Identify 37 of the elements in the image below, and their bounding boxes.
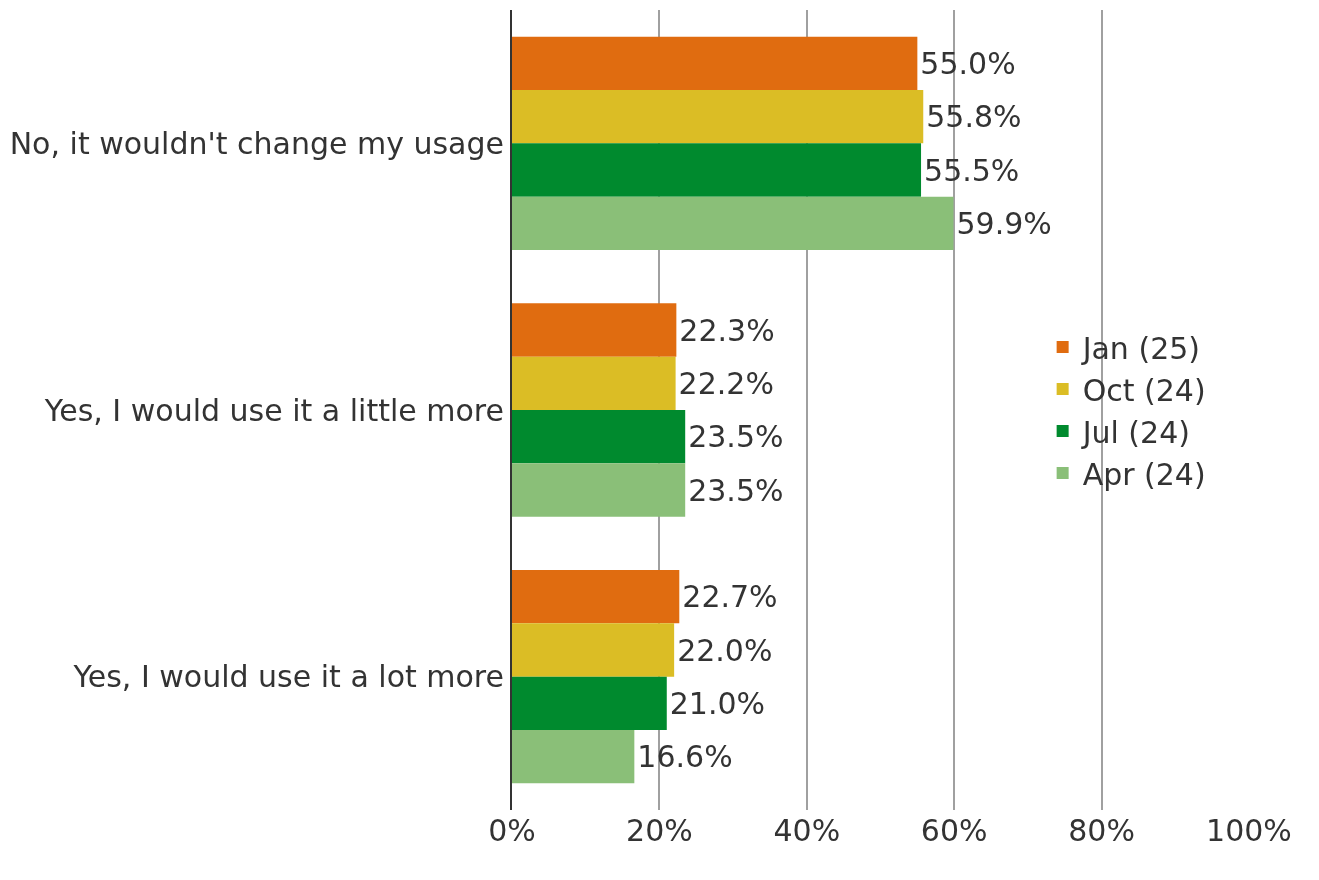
bar	[512, 90, 924, 144]
data-label: 23.5%	[688, 472, 784, 508]
x-tick-label: 100%	[1206, 813, 1292, 848]
data-label: 22.3%	[679, 312, 775, 348]
data-label: 55.0%	[920, 45, 1016, 81]
bar	[512, 36, 918, 90]
legend-label: Oct (24)	[1082, 372, 1206, 408]
data-label: 59.9%	[956, 205, 1052, 241]
bar	[512, 303, 677, 357]
data-label: 23.5%	[688, 419, 784, 455]
legend-label: Jul (24)	[1080, 414, 1190, 450]
bar	[512, 730, 635, 784]
data-label: 22.2%	[678, 365, 774, 401]
legend-label: Apr (24)	[1082, 456, 1206, 492]
data-label: 55.5%	[924, 152, 1020, 188]
bar	[512, 463, 686, 517]
x-tick-label: 80%	[1068, 813, 1135, 848]
legend-label: Jan (25)	[1080, 330, 1201, 366]
bar	[512, 143, 922, 197]
data-label: 22.7%	[682, 579, 778, 615]
data-label: 21.0%	[669, 685, 766, 721]
x-tick-label: 20%	[626, 813, 693, 848]
bar	[512, 410, 686, 464]
bar	[512, 676, 667, 730]
bar	[512, 570, 680, 624]
y-tick-label: Yes, I would use it a lot more	[72, 659, 504, 695]
bar	[512, 356, 676, 410]
y-tick-label: No, it wouldn't change my usage	[9, 125, 504, 161]
x-tick-label: 60%	[920, 813, 988, 848]
data-label: 22.0%	[677, 632, 773, 668]
x-tick-label: 0%	[488, 813, 536, 848]
y-tick-label: Yes, I would use it a little more	[43, 392, 504, 428]
bar	[512, 196, 954, 250]
data-label: 16.6%	[637, 739, 733, 775]
data-label: 55.8%	[926, 99, 1022, 135]
bar	[512, 623, 675, 677]
x-tick-label: 40%	[773, 813, 841, 848]
